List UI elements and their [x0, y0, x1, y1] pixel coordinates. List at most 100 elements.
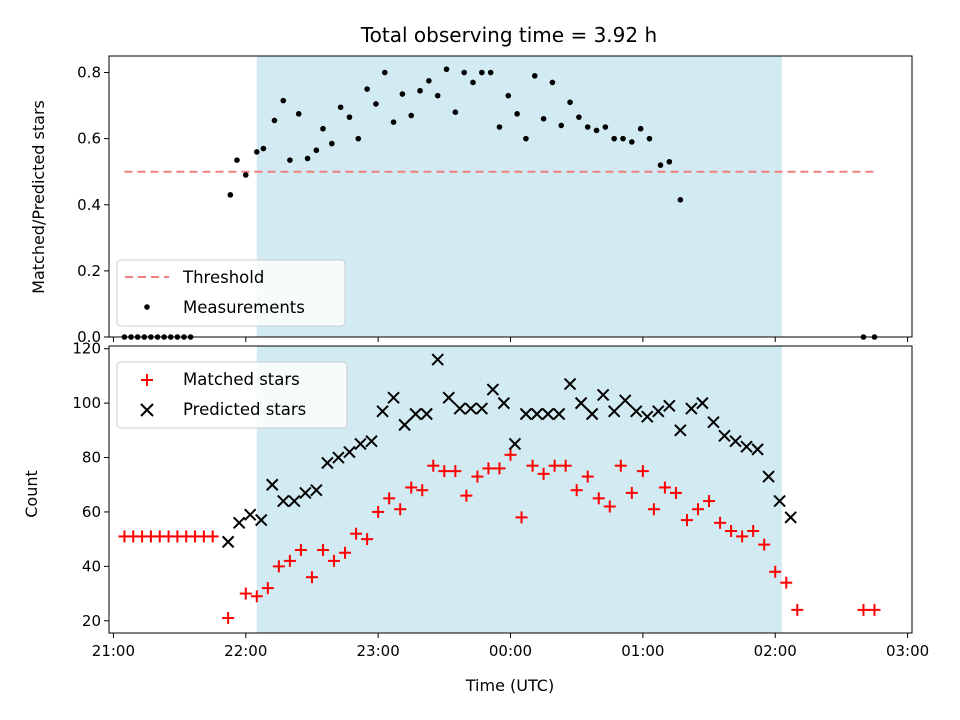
measurement-point	[461, 69, 467, 76]
predicted-star-point	[365, 435, 378, 448]
measurement-point	[242, 172, 249, 178]
predicted-star-point	[674, 424, 687, 437]
matched-star-point	[250, 590, 263, 603]
predicted-star-point	[299, 486, 312, 500]
matched-star-point	[438, 465, 451, 478]
predicted-star-point	[255, 513, 268, 527]
matched-star-point	[636, 465, 649, 478]
predicted-star-point	[354, 437, 367, 451]
matched-star-point	[471, 470, 484, 483]
measurement-point	[234, 157, 240, 163]
predicted-star-point	[453, 402, 466, 415]
predicted-star-point	[773, 494, 786, 508]
predicted-star-point	[431, 353, 444, 366]
predicted-star-point	[288, 494, 301, 508]
predicted-star-point	[641, 410, 654, 423]
measurement-point	[514, 111, 520, 117]
x-tick-label: 21:00	[92, 642, 135, 660]
matched-star-point	[372, 505, 385, 518]
predicted-star-point	[475, 402, 489, 415]
y-tick-label: 60	[82, 503, 101, 521]
measurement-point	[584, 124, 591, 130]
measurement-point	[313, 147, 320, 154]
matched-star-point	[736, 530, 749, 543]
matched-star-point	[206, 530, 219, 543]
y-tick-label: 0.0	[77, 328, 101, 346]
matched-star-point	[460, 489, 473, 502]
measurement-point	[304, 155, 311, 162]
matched-star-point	[405, 481, 418, 494]
predicted-star-point	[718, 429, 731, 442]
matched-star-point	[614, 459, 627, 472]
matched-star-point	[339, 546, 352, 559]
measurement-point	[558, 122, 565, 129]
matched-star-point	[758, 538, 771, 551]
predicted-star-point	[497, 396, 511, 410]
y-tick-label: 0.6	[77, 130, 101, 148]
predicted-star-point	[232, 516, 246, 530]
predicted-star-point	[751, 443, 764, 456]
ratio-panel: 0.00.20.40.60.8 Matched/Predicted stars …	[29, 55, 913, 346]
measurement-point	[531, 73, 538, 79]
predicted-star-point	[332, 451, 345, 464]
legend-measurements-swatch	[144, 304, 150, 310]
measurement-point	[611, 135, 617, 142]
matched-star-point	[658, 481, 671, 494]
measurement-point	[295, 111, 302, 117]
matched-star-point	[383, 492, 396, 505]
count-panel: 20 40 60 80 100 120 21:00 22:00 23:00 00:00 01:00…	[22, 340, 929, 695]
matched-star-point	[493, 462, 506, 475]
predicted-star-point	[585, 407, 599, 421]
matched-star-point	[559, 459, 572, 472]
matched-star-point	[857, 603, 870, 616]
measurement-point	[540, 116, 547, 122]
measurement-point	[523, 135, 529, 142]
x-tick-label: 01:00	[621, 642, 664, 660]
predicted-star-point	[343, 445, 356, 459]
measurement-point	[271, 117, 278, 124]
matched-star-point	[239, 587, 252, 600]
measurement-point	[399, 91, 406, 97]
matched-star-point	[592, 492, 605, 505]
predicted-star-point	[442, 391, 455, 404]
y-tick-label: 80	[82, 449, 101, 467]
matched-star-point	[669, 486, 682, 499]
chart-title: Total observing time = 3.92 h	[360, 23, 657, 47]
matched-star-point	[294, 544, 307, 557]
predicted-star-point	[409, 407, 422, 421]
matched-star-point	[548, 459, 561, 472]
x-tick-label: 22:00	[224, 642, 267, 660]
predicted-star-point	[552, 407, 566, 421]
matched-star-point	[328, 554, 341, 567]
measurement-point	[346, 114, 353, 120]
measurement-point	[329, 140, 335, 147]
predicted-star-point	[464, 402, 477, 415]
predicted-star-point	[243, 508, 257, 521]
measurement-point	[390, 119, 397, 125]
matched-star-point	[769, 565, 782, 578]
x-tick-label: 02:00	[754, 642, 797, 660]
count-legend: Matched stars Predicted stars	[116, 361, 348, 429]
measurement-point	[677, 197, 684, 203]
predicted-star-point	[563, 377, 577, 391]
predicted-star-point	[762, 470, 775, 483]
matched-star-point	[305, 571, 318, 584]
matched-star-point	[703, 495, 716, 508]
ratio-legend: Threshold Measurements	[116, 259, 346, 327]
measurement-point	[426, 77, 432, 84]
matched-star-point	[603, 500, 616, 513]
matched-star-point	[449, 465, 462, 478]
matched-star-point	[222, 612, 235, 625]
measurement-point	[470, 79, 476, 86]
predicted-star-point	[619, 394, 632, 407]
measurement-point	[496, 124, 503, 130]
legend-matched-swatch	[141, 374, 153, 386]
measurement-point	[355, 135, 362, 142]
predicted-star-point	[387, 391, 400, 404]
measurement-point	[657, 162, 664, 168]
measurement-point	[593, 127, 600, 134]
measurement-point	[320, 125, 326, 132]
predicted-star-point	[266, 478, 279, 491]
predicted-star-point	[376, 405, 389, 418]
matched-star-point	[747, 524, 760, 537]
